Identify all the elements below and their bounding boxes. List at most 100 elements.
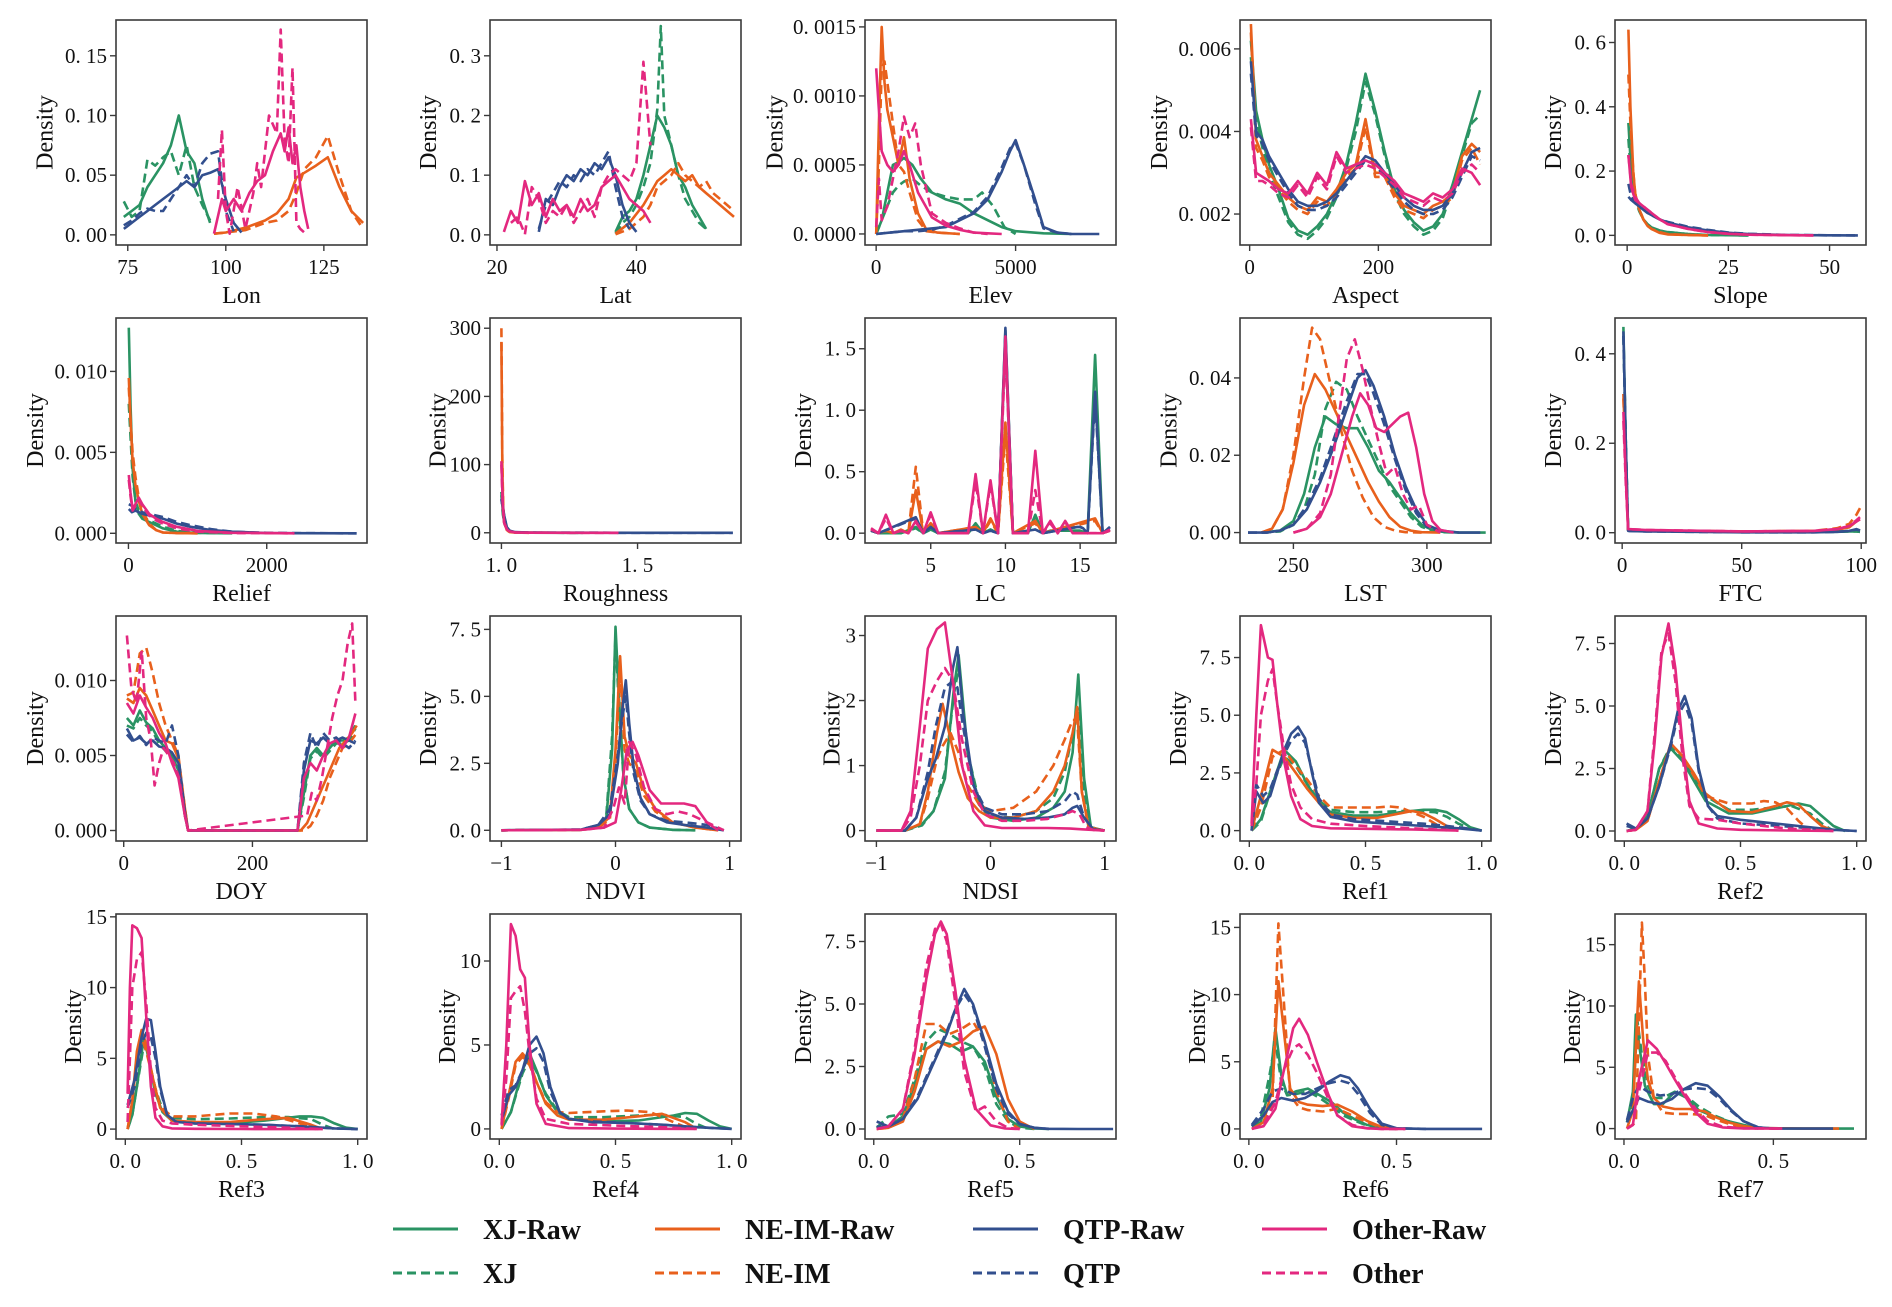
y-tick-label: 0. 006 (1179, 37, 1232, 61)
y-tick-label: 0. 10 (65, 103, 107, 127)
series-line-other (876, 666, 1105, 832)
x-tick-label: 0. 5 (226, 1149, 258, 1173)
legend-label: QTP (1063, 1259, 1121, 1290)
y-tick-label: 0. 2 (1575, 159, 1607, 183)
y-axis-label: Density (1541, 691, 1567, 766)
panel-slope: 0 25 50 0. 0 0. 2 0. 4 0. 6 Slope Density (1541, 19, 1867, 309)
y-tick-label: 0. 6 (1575, 31, 1607, 55)
legend-label: Other-Raw (1352, 1215, 1487, 1246)
series-line-ne-im-raw (876, 702, 1105, 832)
series-line-xj-raw (127, 327, 233, 535)
plot-frame (864, 19, 1117, 246)
legend-label: Other (1352, 1259, 1424, 1290)
series-group (1249, 24, 1482, 241)
legend-item-qtp-raw: QTP-Raw (973, 1215, 1185, 1246)
y-tick-label: 100 (450, 453, 482, 477)
y-tick-label: 1. 5 (825, 337, 857, 361)
x-tick-label: 1. 0 (1466, 851, 1498, 875)
x-axis-label: Lon (222, 283, 261, 309)
panel-lc: 5 10 15 0. 0 0. 5 1. 0 1. 5 LC Density (791, 317, 1117, 607)
x-tick-label: 1. 5 (622, 553, 654, 577)
panel-ref1: 0. 0 0. 5 1. 0 0. 0 2. 5 5. 0 7. 5 Ref1 Density (1166, 615, 1498, 905)
y-tick-label: 0. 005 (55, 744, 108, 768)
x-tick-label: 0. 0 (110, 1149, 142, 1173)
x-tick-label: −1 (865, 851, 887, 875)
y-tick-label: 7. 5 (825, 930, 857, 954)
y-tick-label: 0. 000 (55, 819, 108, 843)
panel-roughness: 1. 0 1. 5 0 100 200 300 Roughness Density (426, 316, 742, 607)
y-tick-label: 0 (846, 819, 857, 843)
series-line-xj-raw (614, 114, 708, 233)
x-tick-label: 0. 5 (1004, 1149, 1036, 1173)
x-axis-label: DOY (216, 879, 268, 905)
panel-ndsi: −1 0 1 0 1 2 3 NDSI Density (820, 615, 1117, 905)
y-tick-label: 5. 0 (1575, 694, 1607, 718)
series-line-ne-im (1622, 398, 1862, 533)
series-line-xj (500, 495, 584, 535)
panel-ref7: 0. 0 0. 5 0 5 10 15 Ref7 Density (1560, 913, 1867, 1203)
series-line-ne-im-raw (870, 421, 1111, 535)
series-line-qtp-raw (1625, 1081, 1834, 1130)
x-axis-label: NDVI (586, 879, 646, 905)
series-line-qtp-raw (870, 326, 1111, 535)
series-line-qtp-raw (1250, 725, 1482, 832)
x-tick-label: 1. 0 (716, 1149, 748, 1173)
y-axis-label: Density (416, 95, 442, 170)
plot-frame (1614, 19, 1867, 246)
y-tick-label: 15 (1210, 915, 1231, 939)
y-axis-label: Density (33, 95, 59, 170)
y-axis-label: Density (791, 393, 817, 468)
plot-frame (1239, 913, 1492, 1140)
x-tick-label: 0. 5 (1381, 1149, 1413, 1173)
y-axis-label: Density (23, 393, 49, 468)
x-tick-label: 50 (1819, 255, 1840, 279)
plot-frame (1614, 317, 1867, 544)
series-group (1625, 622, 1857, 833)
y-tick-label: 0. 0 (450, 818, 482, 842)
x-tick-label: 0. 5 (600, 1149, 632, 1173)
y-tick-label: 0. 002 (1179, 202, 1232, 226)
series-line-qtp (123, 150, 235, 232)
series-line-xj (126, 1042, 335, 1131)
y-tick-label: 3 (846, 624, 857, 648)
x-axis-label: LST (1344, 581, 1387, 607)
panel-aspect: 0 200 0. 002 0. 004 0. 006 Aspect Density (1147, 19, 1492, 309)
y-tick-label: 7. 5 (1200, 646, 1232, 670)
x-tick-label: 1. 0 (486, 553, 518, 577)
y-tick-label: 2. 5 (825, 1055, 857, 1079)
series-line-qtp (500, 1047, 732, 1131)
series-line-xj-raw (1261, 415, 1486, 534)
x-tick-label: 40 (626, 255, 647, 279)
series-line-other (126, 950, 323, 1131)
panel-ref4: 0. 0 0. 5 1. 0 0 5 10 Ref4 Density (435, 913, 748, 1203)
series-line-ne-im-raw (614, 167, 735, 235)
series-group (127, 327, 357, 535)
y-tick-label: 10 (86, 976, 107, 1000)
y-tick-label: 5. 0 (450, 684, 482, 708)
x-tick-label: 0 (871, 255, 882, 279)
y-axis-label: Density (426, 393, 452, 468)
y-axis-label: Density (820, 691, 846, 766)
series-line-other (876, 922, 1020, 1131)
x-axis-label: FTC (1718, 581, 1762, 607)
x-tick-label: 0 (610, 851, 621, 875)
series-line-other (870, 347, 1111, 535)
y-tick-label: 1. 0 (825, 398, 857, 422)
x-tick-label: 0. 0 (1609, 851, 1641, 875)
series-line-xj-raw (870, 328, 1111, 535)
y-tick-label: 0. 0015 (793, 15, 856, 39)
panel-lat: 20 40 0. 0 0. 1 0. 2 0. 3 Lat Density (416, 19, 742, 309)
x-tick-label: 2000 (246, 553, 288, 577)
y-tick-label: 0. 0010 (793, 84, 856, 108)
series-group (125, 622, 358, 832)
x-tick-label: 50 (1731, 553, 1752, 577)
x-tick-label: 25 (1718, 255, 1739, 279)
series-line-xj-raw (1622, 326, 1861, 534)
y-tick-label: 5. 0 (825, 992, 857, 1016)
series-group (501, 625, 725, 832)
series-line-ne-im (1626, 921, 1759, 1130)
x-axis-label: Ref1 (1342, 879, 1389, 905)
panel-relief: 0 2000 0. 000 0. 005 0. 010 Relief Density (23, 317, 368, 607)
series-line-qtp-raw (537, 156, 638, 233)
series-line-other (500, 464, 619, 535)
